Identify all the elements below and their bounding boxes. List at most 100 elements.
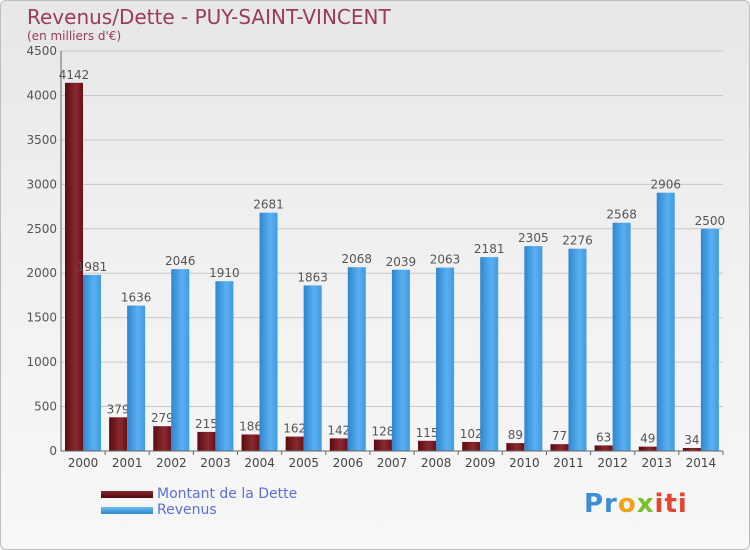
y-tick-label: 1500	[26, 311, 57, 325]
y-axis: 0 500 1000 1500 2000 2500 3000 3500 4000 4500	[26, 44, 62, 458]
bar-debt-2000	[65, 82, 83, 452]
y-tick-label: 2000	[26, 266, 57, 280]
y-tick-label: 500	[34, 400, 57, 414]
x-tick-label: 2004	[244, 456, 275, 470]
bar-revenus-2007	[391, 269, 410, 451]
data-label-revenus-2007: 2039	[386, 255, 417, 269]
data-label-revenus-2013: 2906	[650, 178, 681, 192]
data-label-debt-2007: 128	[371, 425, 394, 439]
bar-revenus-2002	[171, 269, 190, 451]
data-label-revenus-2003: 1910	[209, 266, 240, 280]
y-tick-label: 3500	[26, 133, 57, 147]
x-tick-label: 2000	[68, 456, 99, 470]
logo-part-1: Pr	[584, 489, 618, 519]
bar-revenus-2010	[524, 246, 543, 451]
bar-debt-2003	[197, 431, 216, 451]
data-label-revenus-2005: 1863	[297, 270, 328, 284]
logo-part-4: iti	[654, 489, 688, 519]
x-tick-label: 2001	[112, 456, 143, 470]
x-tick-label: 2009	[465, 456, 496, 470]
logo-part-3: x	[636, 489, 655, 519]
bar-revenus-2003	[215, 281, 234, 451]
bar-debt-2009	[462, 441, 481, 451]
data-label-revenus-2006: 2068	[342, 252, 373, 266]
data-label-revenus-2009: 2181	[474, 242, 505, 256]
data-label-revenus-2002: 2046	[165, 254, 196, 268]
x-tick-label: 2013	[642, 456, 673, 470]
data-label-revenus-2004: 2681	[253, 198, 284, 212]
bar-revenus-2011	[568, 248, 587, 451]
x-tick-label: 2011	[553, 456, 584, 470]
bar-debt-2008	[418, 440, 437, 451]
x-tick-label: 2014	[686, 456, 717, 470]
x-tick-label: 2010	[509, 456, 540, 470]
data-label-debt-2002: 279	[151, 411, 174, 425]
data-label-debt-2001: 379	[107, 402, 130, 416]
legend-label-debt: Montant de la Dette	[157, 486, 298, 502]
data-label-debt-2013: 49	[640, 432, 655, 446]
bar-debt-2010	[506, 443, 525, 451]
data-label-revenus-2001: 1636	[121, 291, 152, 305]
x-tick-label: 2006	[333, 456, 364, 470]
data-label-debt-2005: 162	[283, 422, 306, 436]
x-tick-label: 2012	[597, 456, 628, 470]
data-label-debt-2004: 186	[239, 419, 262, 433]
chart-subtitle: (en milliers d'€)	[27, 29, 122, 43]
bar-debt-2007	[373, 439, 392, 451]
bar-revenus-2006	[347, 267, 366, 451]
bar-revenus-2000	[83, 274, 101, 451]
data-label-revenus-2010: 2305	[518, 231, 549, 245]
data-label-revenus-2014: 2500	[695, 214, 726, 228]
bar-revenus-2014	[700, 228, 719, 451]
bar-debt-2011	[550, 444, 569, 451]
x-tick-label: 2007	[377, 456, 408, 470]
data-label-debt-2003: 215	[195, 417, 218, 431]
bar-debt-2014	[682, 447, 701, 451]
legend-swatch-revenus	[101, 507, 153, 514]
y-tick-label: 1000	[26, 355, 57, 369]
bar-debt-2006	[329, 438, 348, 451]
x-tick-label: 2002	[156, 456, 187, 470]
y-tick-label: 4000	[26, 88, 57, 102]
bar-revenus-2004	[259, 212, 278, 451]
bar-debt-2013	[638, 446, 657, 451]
bar-revenus-2005	[303, 285, 322, 451]
legend-swatch-debt	[101, 491, 153, 498]
bar-debt-2004	[241, 434, 260, 451]
x-tick-label: 2005	[288, 456, 319, 470]
bar-revenus-2008	[436, 267, 455, 451]
data-label-debt-2009: 102	[460, 427, 483, 441]
data-label-revenus-2012: 2568	[606, 208, 637, 222]
x-tick-label: 2003	[200, 456, 231, 470]
bar-debt-2001	[109, 417, 128, 451]
x-axis: 2000 2001 2002 2003 2004 2005 2006 2007 2008 2009…	[61, 450, 724, 470]
bar-debt-2012	[594, 445, 613, 451]
y-tick-label: 0	[49, 444, 57, 458]
chart-title: Revenus/Dette - PUY-SAINT-VINCENT	[27, 5, 391, 29]
data-label-debt-2011: 77	[552, 429, 567, 443]
data-label-debt-2014: 34	[684, 433, 699, 447]
y-tick-label: 4500	[26, 44, 57, 58]
proxiti-logo: Proxiti	[584, 489, 688, 519]
data-label-revenus-2008: 2063	[430, 253, 461, 267]
y-tick-label: 2500	[26, 222, 57, 236]
data-label-debt-2010: 89	[508, 428, 523, 442]
data-label-debt-2008: 115	[416, 426, 439, 440]
y-tick-label: 3000	[26, 177, 57, 191]
data-label-debt-2000: 4142	[59, 68, 90, 82]
logo-part-2: o	[617, 489, 637, 519]
data-label-revenus-2011: 2276	[562, 234, 593, 248]
data-label-debt-2012: 63	[596, 430, 611, 444]
data-label-debt-2006: 142	[327, 423, 350, 437]
bar-revenus-2009	[480, 257, 499, 451]
bar-revenus-2012	[612, 222, 631, 451]
x-tick-label: 2008	[421, 456, 452, 470]
data-label-revenus-2000: 1981	[77, 260, 108, 274]
bar-debt-2002	[153, 426, 172, 451]
bar-revenus-2001	[127, 305, 146, 451]
bars: 4142 1981 379 1636 279 2046 215 1910 186 2681 162 1…	[59, 68, 726, 452]
bar-debt-2005	[285, 436, 304, 451]
legend-label-revenus: Revenus	[157, 502, 217, 518]
